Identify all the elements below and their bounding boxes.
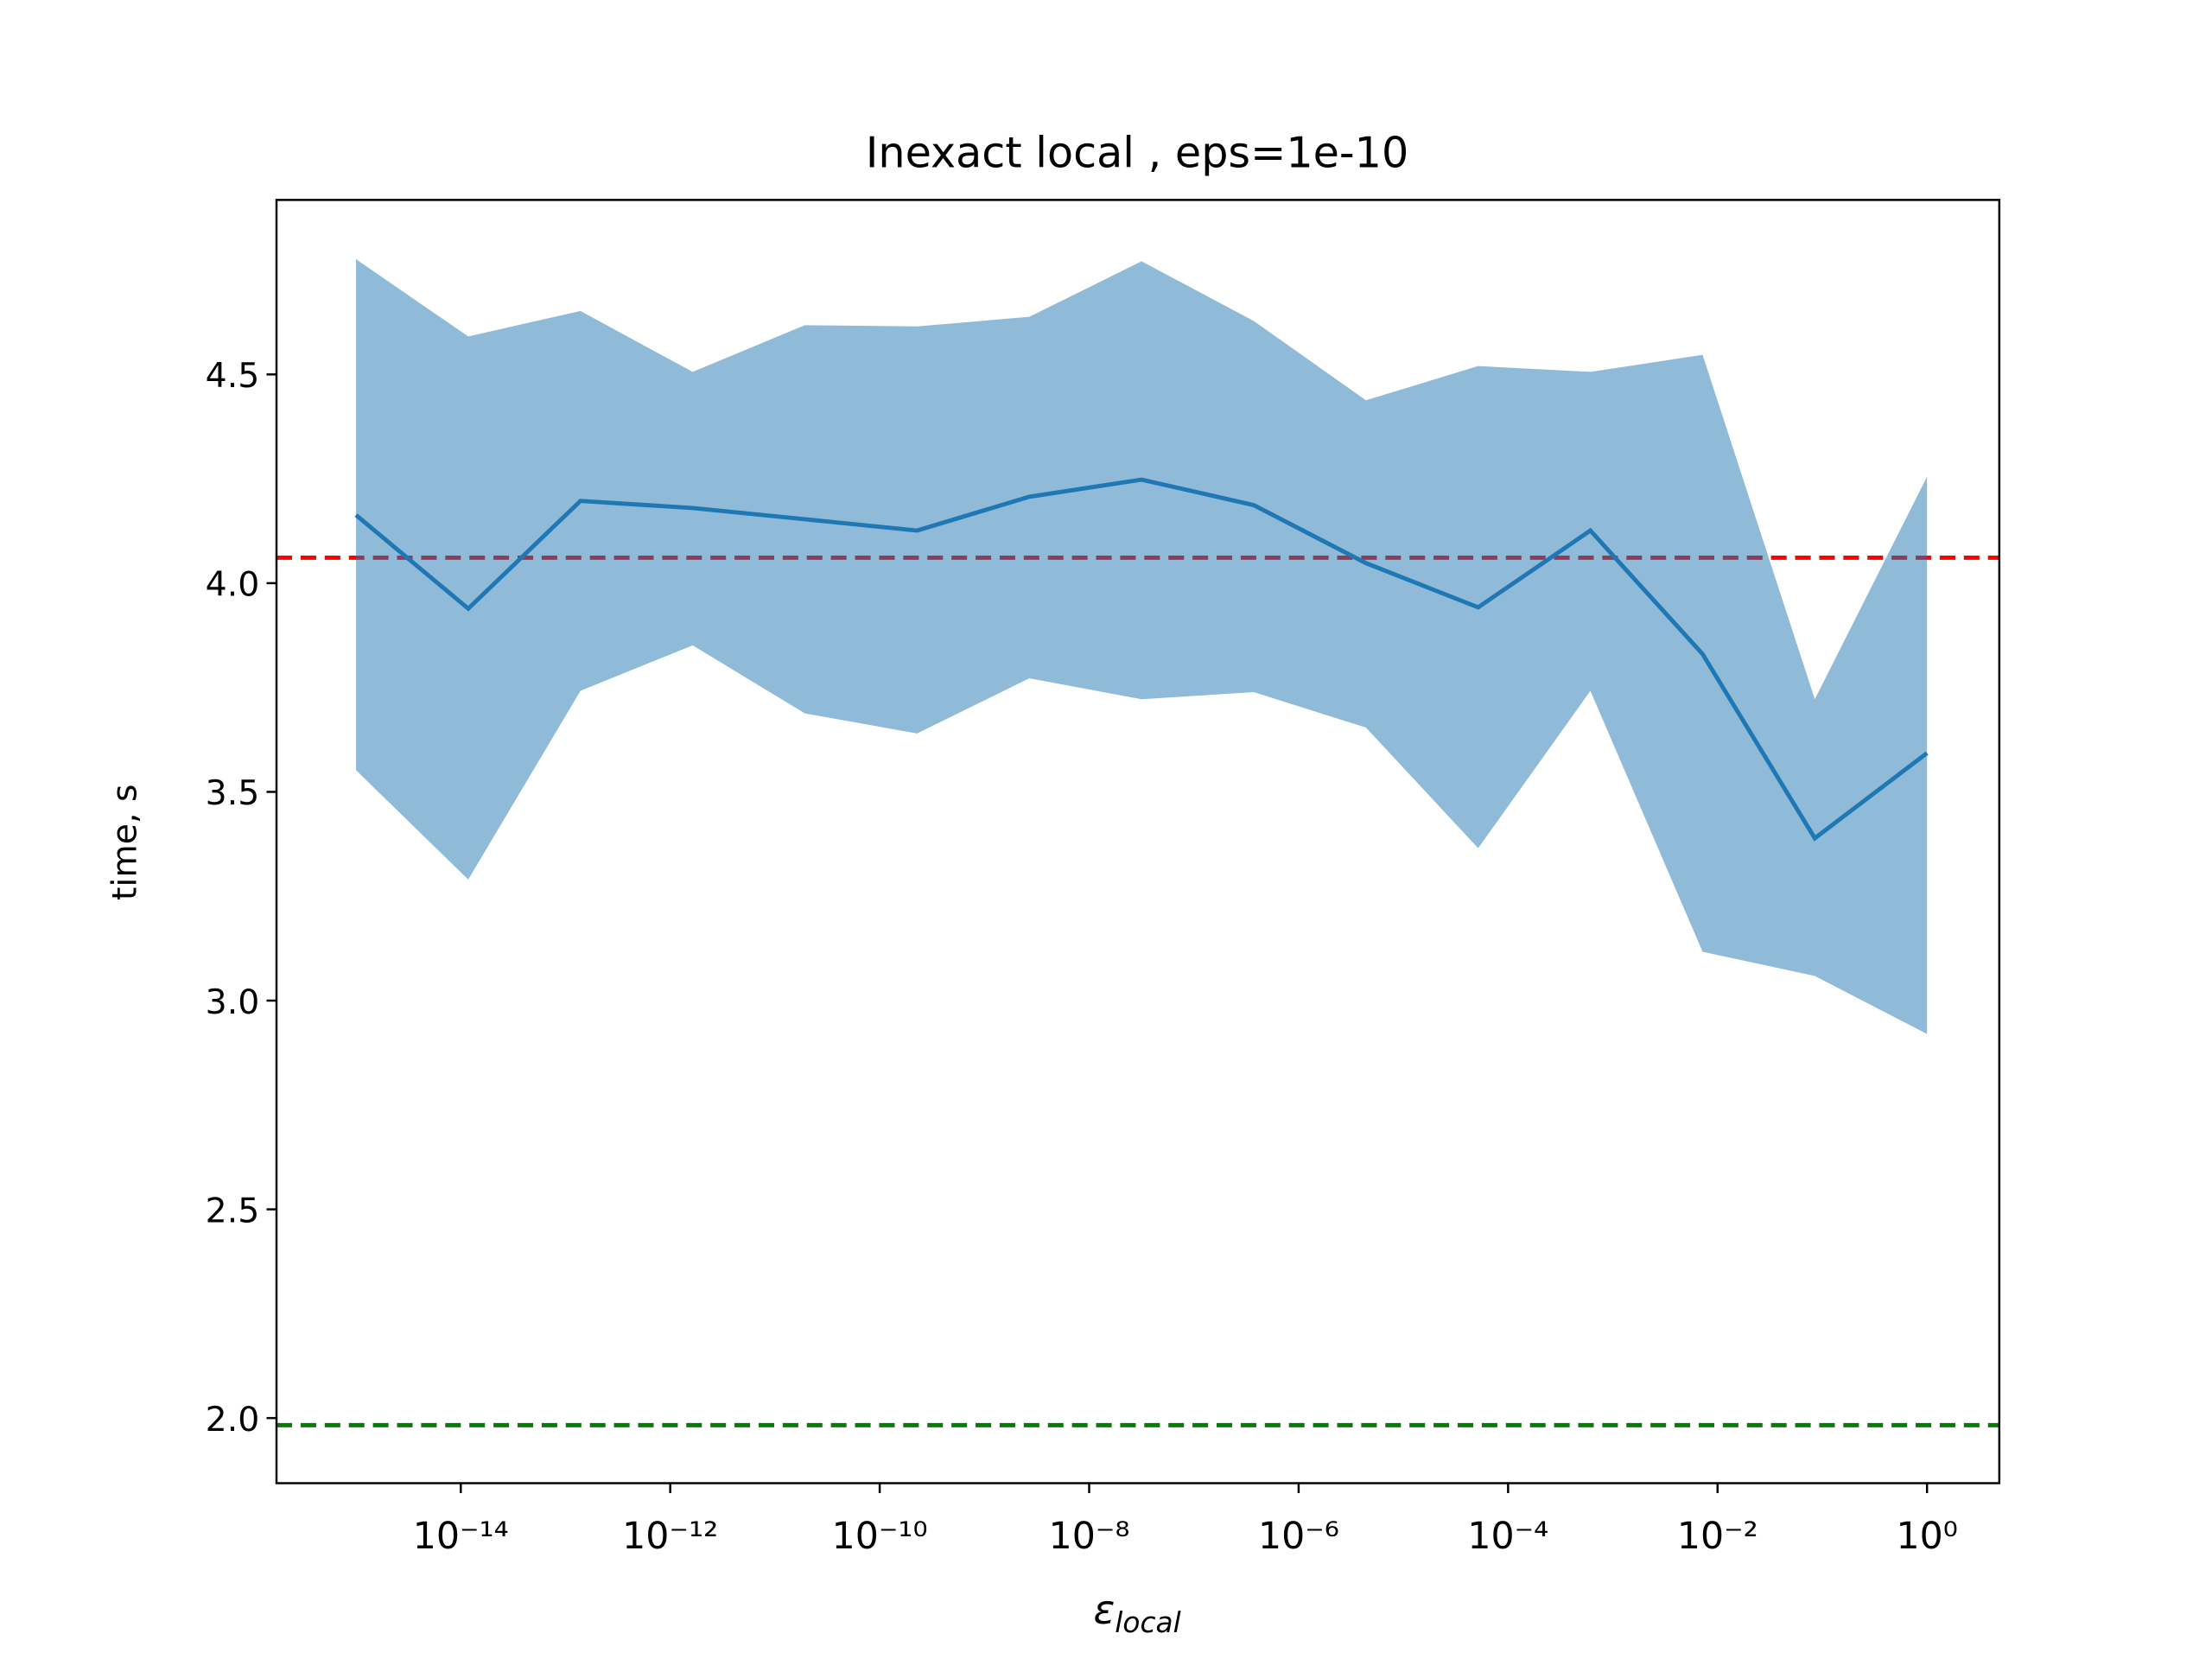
x-tick-label: 10⁻⁴ bbox=[1467, 1515, 1548, 1558]
x-axis-label: εlocal bbox=[1093, 1586, 1180, 1639]
x-label-symbol: ε bbox=[1093, 1586, 1115, 1633]
x-tick-label: 10⁻¹⁰ bbox=[832, 1515, 928, 1558]
plot-area: 2.0 2.5 3.0 3.5 4.0 4.5 10⁻¹⁴ 10⁻¹² 10⁻¹⁰ 10⁻⁸ 10⁻… bbox=[206, 199, 2001, 1558]
y-tick-label: 3.5 bbox=[206, 773, 260, 813]
y-tick-label: 3.0 bbox=[206, 982, 260, 1022]
y-tick-label: 2.5 bbox=[206, 1191, 260, 1230]
x-tick-label: 10⁻² bbox=[1677, 1515, 1758, 1558]
y-tick-label: 4.0 bbox=[206, 565, 260, 605]
x-tick-label: 10⁻⁶ bbox=[1258, 1515, 1339, 1558]
x-tick-label: 10⁻¹² bbox=[622, 1515, 718, 1558]
chart-title: Inexact local , eps=1e-10 bbox=[866, 128, 1408, 178]
y-tick-label: 4.5 bbox=[206, 356, 260, 396]
axes-frame bbox=[275, 199, 2001, 1484]
x-tick-label: 10⁻⁸ bbox=[1049, 1515, 1130, 1558]
line-series bbox=[354, 477, 1929, 842]
x-label-subscript: local bbox=[1115, 1606, 1180, 1639]
y-axis-label: time, s bbox=[105, 785, 145, 901]
x-tick-label: 10⁻¹⁴ bbox=[413, 1515, 509, 1558]
confidence-band bbox=[356, 258, 1928, 1034]
y-tick-label: 2.0 bbox=[206, 1400, 260, 1440]
x-tick-label: 10⁰ bbox=[1896, 1515, 1957, 1558]
